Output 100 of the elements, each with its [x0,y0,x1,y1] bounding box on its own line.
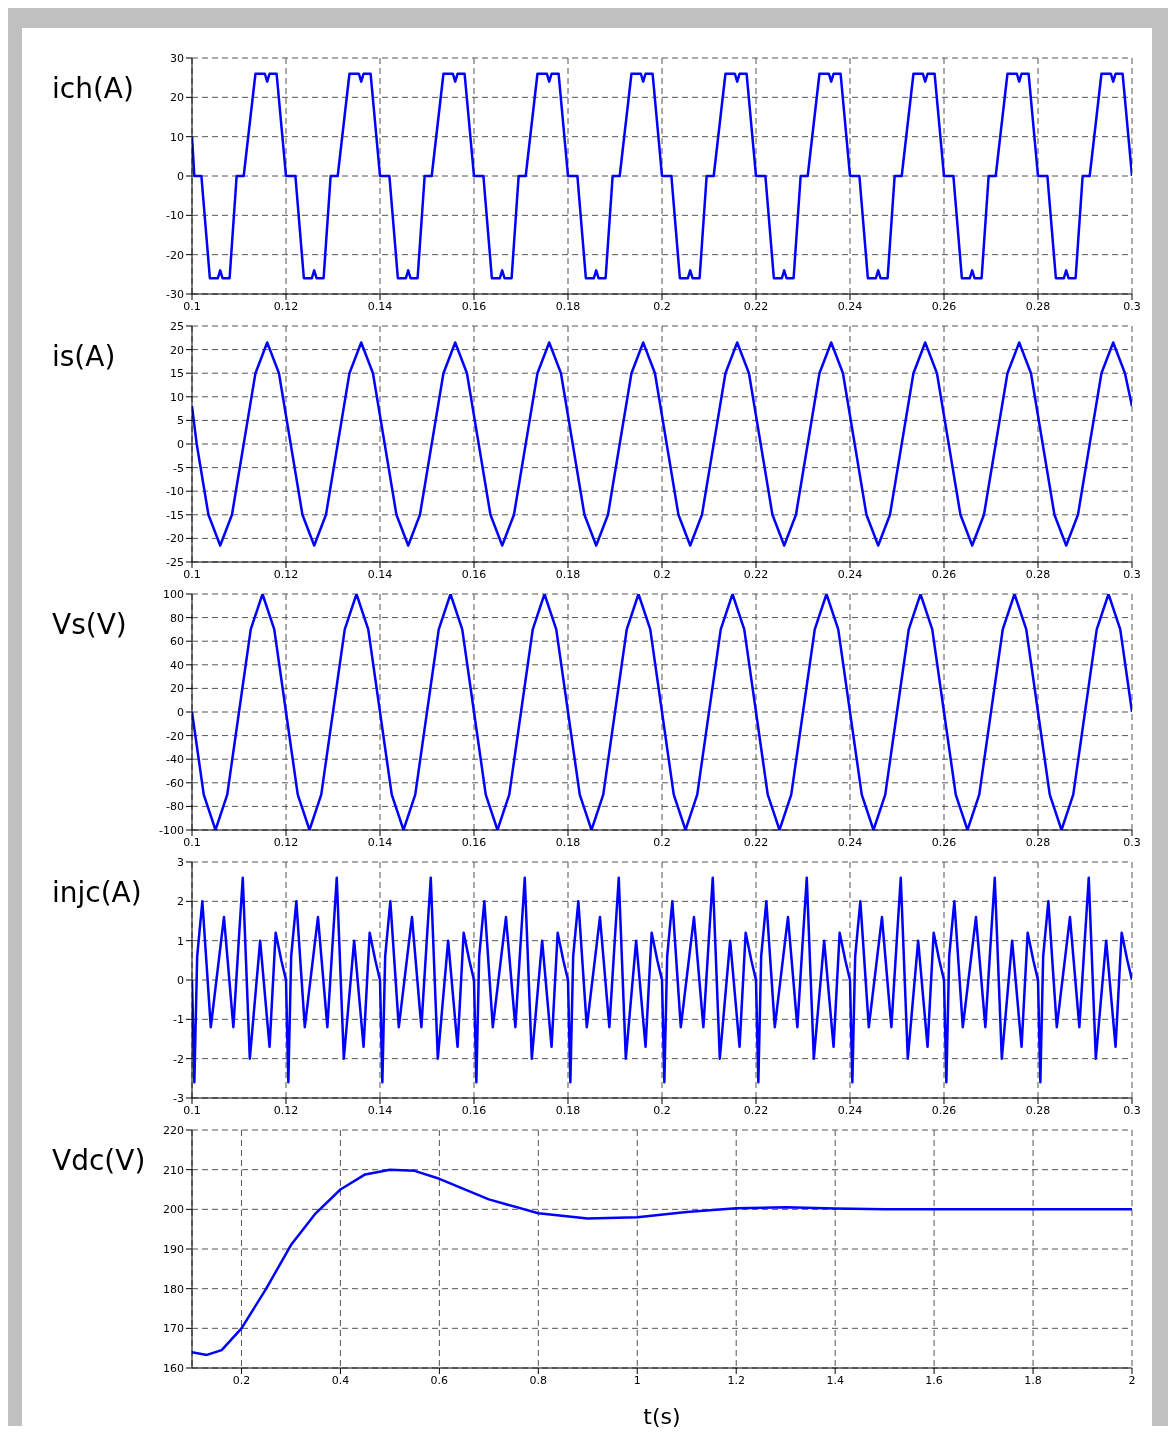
x-tick-label: 0.28 [1025,567,1051,581]
x-tick-label: 0.18 [555,835,581,849]
x-tick-label: 0.28 [1025,1103,1051,1117]
y-tick-label: -10 [166,209,184,223]
x-tick-label: 0.1 [183,299,201,313]
y-tick-label: -5 [173,461,184,475]
y-tick-label: -25 [166,555,184,569]
y-axis-title: injc(A) [52,876,142,909]
y-tick-label: -60 [166,776,184,790]
y-tick-label: 100 [163,587,184,601]
y-tick-label: 0 [177,973,184,987]
line-series [192,1168,1132,1357]
x-tick-label: 0.14 [367,567,393,581]
x-tick-label: 0.16 [461,567,487,581]
y-axis-title: ich(A) [52,72,134,105]
x-tick-label: 0.8 [529,1373,548,1387]
x-tick-label: 0.2 [653,1103,671,1117]
y-tick-label: 20 [170,682,184,696]
x-tick-label: 0.12 [273,835,299,849]
x-tick-label: 0.6 [430,1373,449,1387]
x-tick-label: 0.28 [1025,299,1051,313]
y-tick-label: 170 [163,1322,184,1336]
x-tick-label: 0.3 [1123,299,1141,313]
x-tick-label: 0.12 [273,299,299,313]
y-tick-label: 20 [170,343,184,357]
x-tick-label: 0.2 [653,835,671,849]
x-tick-label: 0.2 [232,1373,251,1387]
x-tick-label: 0.1 [183,835,201,849]
y-tick-label: 190 [163,1242,184,1256]
x-tick-label: 0.26 [931,567,957,581]
x-tick-label: 0.22 [743,567,769,581]
y-tick-label: -10 [166,485,184,499]
x-tick-label: 1.6 [925,1373,943,1387]
x-tick-label: 2 [1128,1373,1136,1387]
x-axis-title: t(s) [643,1404,681,1429]
x-tick-label: 0.14 [367,1103,393,1117]
y-tick-label: -20 [166,248,184,262]
y-tick-label: 160 [163,1361,184,1375]
y-tick-label: 80 [170,611,184,625]
x-tick-label: 0.2 [653,567,671,581]
x-tick-label: 0.22 [743,1103,769,1117]
y-axis-title: Vs(V) [52,608,127,641]
y-tick-label: 220 [163,1123,184,1137]
x-tick-label: 1.4 [826,1373,844,1387]
y-tick-label: 15 [170,367,184,381]
y-tick-label: 210 [163,1163,184,1177]
x-tick-label: 0.22 [743,299,769,313]
y-tick-label: 1 [177,934,184,948]
y-tick-label: 25 [170,319,184,333]
x-tick-label: 0.14 [367,835,393,849]
y-tick-label: 40 [170,658,184,672]
x-tick-label: 0.18 [555,567,581,581]
x-tick-label: 0.3 [1123,567,1141,581]
x-tick-label: 0.16 [461,835,487,849]
x-tick-label: 0.18 [555,299,581,313]
x-tick-label: 0.26 [931,299,957,313]
x-tick-label: 0.24 [837,567,863,581]
x-tick-label: 0.12 [273,567,299,581]
y-tick-label: -15 [166,508,184,522]
y-tick-label: 2 [177,895,184,909]
y-tick-label: -2 [173,1052,184,1066]
y-tick-label: 20 [170,91,184,105]
x-tick-label: 0.3 [1123,835,1141,849]
line-series [192,72,1132,280]
y-tick-label: 30 [170,51,184,65]
y-tick-label: 5 [177,414,184,428]
x-tick-label: 0.1 [183,1103,201,1117]
x-tick-label: 0.3 [1123,1103,1141,1117]
y-tick-label: 180 [163,1282,184,1296]
x-tick-label: 0.16 [461,299,487,313]
x-tick-label: 0.18 [555,1103,581,1117]
y-tick-label: -20 [166,532,184,546]
line-series [192,341,1132,547]
y-tick-label: 10 [170,130,184,144]
x-tick-label: 0.24 [837,835,863,849]
y-tick-label: -40 [166,753,184,767]
y-axis-title: is(A) [52,340,116,373]
x-tick-label: 0.24 [837,299,863,313]
x-tick-label: 0.24 [837,1103,863,1117]
y-axis-title: Vdc(V) [52,1144,146,1177]
y-tick-label: -3 [173,1091,184,1105]
y-tick-label: -1 [173,1013,184,1027]
x-tick-label: 0.12 [273,1103,299,1117]
y-tick-label: 0 [177,705,184,719]
y-tick-label: 200 [163,1203,184,1217]
x-tick-label: 1 [633,1373,641,1387]
x-tick-label: 0.14 [367,299,393,313]
x-tick-label: 1.2 [727,1373,745,1387]
y-tick-label: -20 [166,729,184,743]
y-tick-label: -30 [166,287,184,301]
x-tick-label: 0.22 [743,835,769,849]
x-tick-label: 1.8 [1024,1373,1042,1387]
x-tick-label: 0.26 [931,835,957,849]
x-tick-label: 0.2 [653,299,671,313]
y-tick-label: 3 [177,855,184,869]
x-tick-label: 0.26 [931,1103,957,1117]
y-tick-label: -100 [159,823,184,837]
x-tick-label: 0.16 [461,1103,487,1117]
y-tick-label: 0 [177,437,184,451]
x-tick-label: 0.28 [1025,835,1051,849]
